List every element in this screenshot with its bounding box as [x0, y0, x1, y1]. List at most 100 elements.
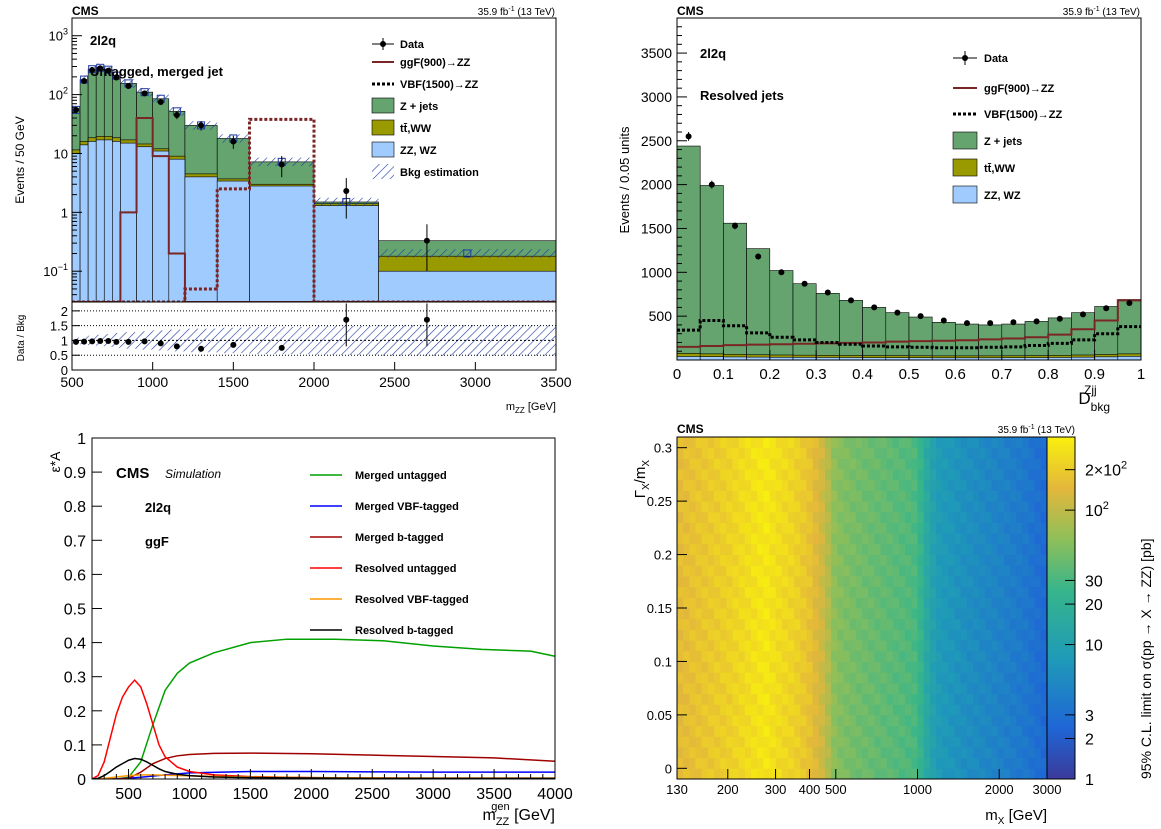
bkg-estimation-bar [152, 94, 169, 103]
heatmap-cell [948, 704, 955, 716]
heatmap-cell [1016, 447, 1023, 459]
heatmap-cell [985, 575, 992, 588]
heatmap-cell [868, 565, 875, 577]
heatmap-cell [960, 490, 968, 502]
heatmap-cell [954, 714, 962, 727]
heatmap-cell [917, 479, 925, 491]
heatmap-cell [812, 714, 820, 727]
heatmap-cell [714, 629, 721, 641]
heatmap-cell [899, 565, 906, 577]
heatmap-cell [880, 447, 888, 459]
heatmap-cell [997, 768, 1005, 780]
heatmap-cell [825, 575, 832, 588]
heatmap-cell [923, 736, 931, 748]
heatmap-cell [973, 693, 980, 705]
heatmap-cell [794, 629, 801, 641]
heatmap-cell [818, 618, 826, 630]
heatmap-cell [689, 533, 696, 545]
heatmap-cell [929, 682, 937, 694]
heatmap-cell [689, 608, 696, 620]
heatmap-cell [1022, 672, 1029, 684]
heatmap-cell [769, 704, 777, 716]
y-axis-title: Events / 50 GeV [13, 116, 27, 203]
heatmap-cell [905, 629, 912, 641]
heatmap-cell [886, 704, 894, 716]
ratio-point [105, 338, 112, 345]
heatmap-cell [911, 490, 918, 502]
heatmap-cell [997, 490, 1005, 502]
heatmap-cell [899, 575, 906, 588]
heatmap-cell [880, 565, 888, 577]
heatmap-cell [763, 469, 770, 481]
heatmap-cell [714, 586, 721, 598]
heatmap-cell [892, 650, 900, 662]
heatmap-cell [942, 501, 949, 513]
heatmap-cell [775, 714, 783, 727]
heatmap-cell [818, 565, 826, 577]
heatmap-cell [973, 533, 980, 545]
heatmap-cell [892, 479, 900, 491]
heatmap-cell [825, 458, 832, 470]
ratio-point [198, 345, 205, 352]
heatmap-cell [892, 704, 900, 716]
heatmap-cell [929, 618, 937, 630]
heatmap-cell [689, 586, 696, 598]
heatmap-cell [757, 511, 764, 523]
heatmap-cell [1016, 490, 1023, 502]
heatmap-cell [695, 565, 703, 577]
heatmap-cell [936, 693, 943, 705]
ratio-point [230, 341, 237, 348]
heatmap-cell [942, 565, 949, 577]
heatmap-cell [1003, 736, 1011, 748]
heatmap-cell [954, 533, 962, 545]
heatmap-cell [954, 736, 962, 748]
heatmap-cell [677, 490, 684, 502]
heatmap-cell [880, 682, 888, 694]
heatmap-cell [677, 597, 684, 609]
heatmap-cell [775, 746, 783, 759]
heatmap-cell [677, 650, 684, 662]
signal-curves [72, 117, 556, 302]
heatmap-cell [1028, 768, 1036, 780]
heatmap-cell [695, 629, 703, 641]
heatmap-cell [831, 543, 838, 556]
heatmap-cell [936, 447, 943, 459]
heatmap-cell [911, 704, 918, 716]
heatmap-cell [757, 469, 764, 481]
heatmap-cell [985, 565, 992, 577]
heatmap-cell [849, 458, 857, 470]
heatmap-cell [714, 479, 721, 491]
heatmap-cell [979, 575, 986, 588]
heatmap-cell [929, 511, 937, 523]
heatmap-cell [868, 608, 875, 620]
heatmap-cell [843, 629, 851, 641]
heatmap-cell [1003, 608, 1011, 620]
heatmap-cell [794, 693, 801, 705]
heatmap-cell [788, 543, 795, 556]
heatmap-cell [899, 511, 906, 523]
heatmap-cell [806, 736, 814, 748]
heatmap-cell [757, 437, 764, 449]
heatmap-cell [923, 543, 931, 556]
heatmap-cell [800, 479, 807, 491]
heatmap-cell [862, 522, 869, 534]
heatmap-cell [862, 511, 869, 523]
heatmap-cell [744, 437, 752, 449]
heatmap-cell [794, 543, 801, 556]
heatmap-cell [701, 704, 709, 716]
stack-bar [249, 185, 315, 302]
heatmap-cell [960, 597, 968, 609]
heatmap-cell [757, 597, 764, 609]
heatmap-cell [942, 725, 949, 737]
heatmap-cell [781, 437, 789, 449]
heatmap-cell [683, 629, 690, 641]
data-point [755, 253, 762, 260]
heatmap-cell [917, 736, 925, 748]
heatmap-cell [911, 447, 918, 459]
heatmap-cell [1010, 640, 1017, 652]
stack-bar [79, 144, 89, 302]
heatmap-cell [936, 640, 943, 652]
heatmap-cell [929, 575, 937, 588]
heatmap-cell [769, 618, 777, 630]
heatmap-cell [751, 725, 758, 737]
